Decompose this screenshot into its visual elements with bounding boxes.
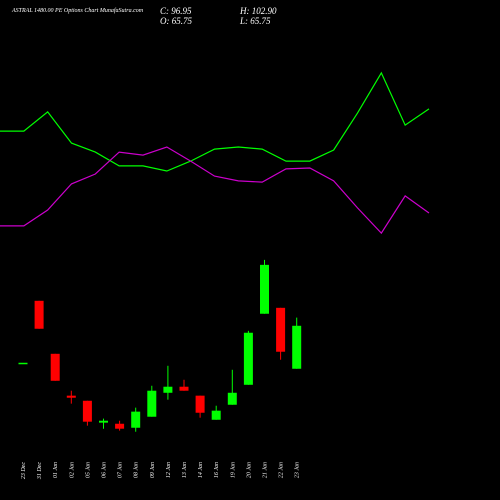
x-tick-label: 01 Jan	[53, 462, 59, 478]
legend-high: H: 102.90	[239, 6, 277, 16]
candle-body	[163, 386, 173, 393]
x-tick-label: 05 Jan	[85, 462, 91, 478]
candle-body	[147, 390, 157, 417]
legend-close: C: 96.95	[160, 6, 192, 16]
candle-body	[99, 420, 108, 423]
candle-body	[179, 386, 189, 391]
x-tick-label: 21 Jan	[263, 462, 269, 478]
x-tick-label: 23 Dec	[21, 462, 27, 479]
x-tick-label: 16 Jan	[214, 462, 220, 478]
x-tick-label: 22 Jan	[279, 462, 285, 478]
x-tick-label: 09 Jan	[150, 462, 156, 478]
x-tick-label: 08 Jan	[134, 462, 140, 478]
x-tick-label: 12 Jan	[166, 462, 172, 478]
candle-body	[34, 300, 44, 329]
x-tick-label: 13 Jan	[182, 462, 188, 478]
candle-body	[276, 307, 286, 352]
candle-body	[115, 423, 125, 429]
indicator-line	[0, 146, 430, 235]
x-tick-label: 14 Jan	[197, 462, 204, 478]
candle-body	[66, 395, 76, 398]
indicator-line	[0, 71, 430, 172]
x-tick-label: 20 Jan	[246, 462, 252, 478]
candle-body	[243, 332, 253, 385]
candle-body	[18, 362, 28, 365]
candle-body	[260, 264, 269, 314]
candle-body	[50, 353, 60, 381]
candle-body	[292, 325, 302, 369]
legend-open: O: 65.75	[160, 16, 192, 26]
candle-body	[131, 411, 141, 428]
candle-body	[211, 410, 221, 420]
candle-body	[227, 392, 237, 405]
x-tick-label: 07 Jan	[118, 462, 124, 478]
x-tick-label: 19 Jan	[230, 462, 236, 478]
x-tick-label: 31 Dec	[37, 462, 43, 480]
candle-body	[195, 395, 205, 413]
chart-title: ASTRAL 1480.00 PE Options Chart MunafaSu…	[11, 7, 144, 14]
x-tick-label: 23 Jan	[295, 462, 301, 478]
candle-body	[82, 400, 92, 422]
legend-low: L: 65.75	[239, 16, 271, 26]
x-tick-label: 06 Jan	[102, 462, 108, 478]
x-tick-label: 02 Jan	[69, 462, 75, 478]
